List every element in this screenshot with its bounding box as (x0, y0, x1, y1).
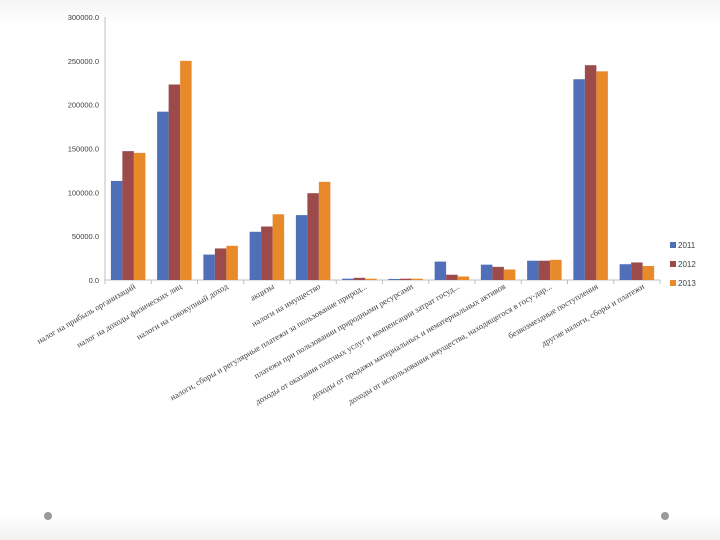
bar-2013-9 (503, 269, 516, 280)
bar-2013-10 (550, 259, 562, 280)
legend-label-2012: 2012 (678, 260, 696, 269)
bar-2011-6 (342, 278, 354, 280)
bar-2013-5 (318, 181, 331, 280)
slide-bullet-dot-left (44, 512, 52, 520)
legend-swatch-2011 (670, 242, 676, 248)
legend-label-2013: 2013 (678, 279, 696, 288)
y-tick-label: 300000.0 (68, 13, 99, 22)
x-category-label: акцизы (248, 281, 276, 303)
y-tick-label: 150000.0 (68, 145, 99, 154)
bar-2011-12 (619, 264, 632, 280)
bar-2012-7 (399, 278, 412, 280)
bar-2011-11 (573, 79, 585, 280)
bar-2013-3 (226, 245, 238, 280)
bar-2012-4 (261, 226, 273, 280)
legend-swatch-2012 (670, 261, 676, 267)
bar-2012-12 (631, 262, 643, 280)
bar-2013-7 (411, 278, 423, 280)
bar-2013-11 (596, 71, 608, 280)
bar-2013-12 (642, 265, 655, 280)
bar-2011-5 (295, 215, 308, 280)
bar-2011-10 (527, 260, 539, 280)
y-tick-label: 100000.0 (68, 188, 99, 197)
bar-2013-6 (365, 278, 377, 280)
bar-2011-9 (480, 264, 493, 280)
bar-2011-4 (249, 231, 262, 280)
bar-2013-4 (272, 214, 285, 280)
legend-swatch-2013 (670, 280, 676, 286)
bar-2011-2 (157, 111, 169, 281)
bar-2012-10 (538, 260, 551, 280)
y-tick-label: 250000.0 (68, 57, 99, 66)
y-tick-label: 50000.0 (72, 232, 99, 241)
bar-2012-11 (584, 65, 597, 280)
y-tick-label: 200000.0 (68, 101, 99, 110)
bar-2011-1 (110, 180, 123, 280)
bar-2012-2 (168, 84, 181, 281)
bar-2012-5 (307, 193, 319, 280)
bar-2011-3 (203, 254, 215, 280)
bar-2012-1 (122, 151, 134, 280)
bar-2011-8 (434, 261, 447, 280)
bar-2012-3 (214, 248, 227, 280)
y-tick-label: 0.0 (89, 276, 99, 285)
bar-2013-1 (133, 152, 146, 280)
bar-2012-6 (353, 277, 366, 280)
bar-2013-8 (457, 276, 470, 280)
bar-2011-7 (388, 278, 400, 280)
legend-label-2011: 2011 (678, 241, 696, 250)
bar-2013-2 (180, 60, 192, 281)
bar-2012-8 (446, 274, 458, 280)
slide-bullet-dot-right (661, 512, 669, 520)
bar-2012-9 (492, 266, 504, 280)
